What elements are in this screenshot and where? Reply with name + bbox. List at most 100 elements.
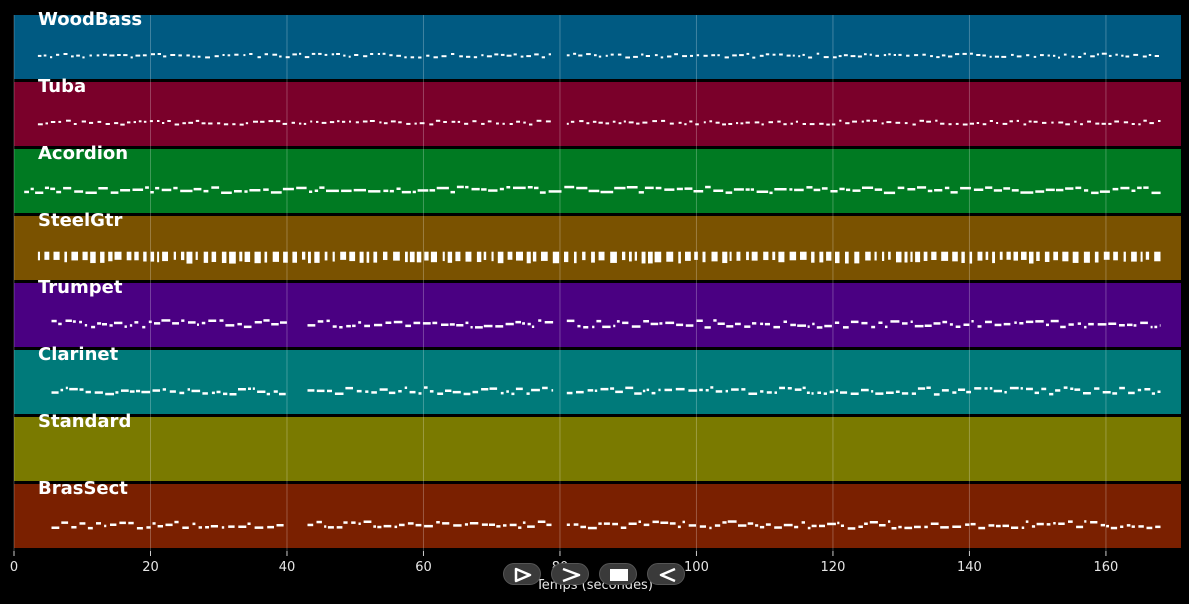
note xyxy=(839,119,842,122)
note xyxy=(794,188,804,192)
note xyxy=(317,320,324,323)
note xyxy=(267,525,274,529)
note xyxy=(275,120,281,123)
note xyxy=(985,251,989,260)
note xyxy=(417,189,429,192)
note xyxy=(768,121,773,124)
note xyxy=(465,251,472,262)
note xyxy=(248,387,251,390)
note xyxy=(296,186,307,190)
note xyxy=(531,325,535,328)
note xyxy=(268,120,274,123)
note xyxy=(506,186,511,189)
x-tick-label: 60 xyxy=(415,560,432,575)
note xyxy=(982,54,986,57)
note xyxy=(912,123,916,126)
note xyxy=(579,120,584,123)
note xyxy=(874,251,877,261)
forward-icon xyxy=(562,567,581,583)
note xyxy=(857,55,862,58)
note xyxy=(337,120,340,123)
note xyxy=(157,53,161,55)
note xyxy=(811,524,817,528)
note xyxy=(958,388,966,391)
note xyxy=(162,388,166,391)
note xyxy=(1088,322,1094,326)
note xyxy=(1035,190,1045,193)
note xyxy=(583,326,589,329)
note xyxy=(933,393,940,396)
note xyxy=(1126,524,1131,527)
note xyxy=(186,251,193,264)
note xyxy=(1128,391,1135,395)
note xyxy=(1023,123,1027,126)
note xyxy=(254,251,261,264)
note xyxy=(1146,526,1153,530)
note xyxy=(752,56,756,59)
note xyxy=(667,55,672,58)
note xyxy=(285,56,290,59)
note xyxy=(576,186,588,190)
note xyxy=(120,189,131,192)
note xyxy=(566,319,575,323)
track-band-trumpet xyxy=(14,283,1181,347)
note xyxy=(1050,319,1059,323)
note xyxy=(927,189,933,193)
note xyxy=(960,186,971,190)
note xyxy=(263,188,269,191)
note xyxy=(1084,325,1087,329)
note xyxy=(496,525,501,528)
note xyxy=(515,387,523,391)
note xyxy=(756,190,769,193)
note xyxy=(874,188,883,191)
play-button[interactable] xyxy=(503,563,541,585)
note xyxy=(612,120,616,123)
note xyxy=(703,121,706,124)
note xyxy=(476,251,482,263)
note xyxy=(105,123,110,125)
note xyxy=(496,122,499,125)
note xyxy=(827,522,836,526)
note xyxy=(536,119,542,122)
note xyxy=(1115,53,1118,56)
stop-button[interactable] xyxy=(599,563,637,585)
forward-button[interactable] xyxy=(551,563,589,585)
note xyxy=(162,251,168,262)
note xyxy=(839,187,845,191)
note xyxy=(801,521,805,524)
note xyxy=(993,389,1002,393)
note xyxy=(223,123,229,126)
note xyxy=(1053,522,1056,525)
note xyxy=(777,120,781,123)
note xyxy=(74,190,84,193)
note xyxy=(254,321,262,324)
note xyxy=(736,122,739,125)
note xyxy=(345,386,353,390)
note xyxy=(996,524,1001,528)
note xyxy=(625,386,634,390)
note xyxy=(481,188,487,191)
note xyxy=(573,523,579,526)
note xyxy=(678,121,682,124)
note xyxy=(1157,390,1161,393)
note xyxy=(1044,251,1050,262)
note xyxy=(362,120,368,123)
note xyxy=(1144,388,1151,391)
note xyxy=(1020,387,1023,390)
note xyxy=(616,320,620,323)
note xyxy=(861,120,864,123)
note xyxy=(652,120,657,123)
note xyxy=(952,391,957,394)
note xyxy=(728,123,733,125)
note xyxy=(414,122,417,125)
note xyxy=(846,188,851,192)
note xyxy=(610,53,614,56)
note xyxy=(481,122,485,125)
note xyxy=(436,186,449,190)
note xyxy=(1001,55,1007,58)
note xyxy=(989,120,993,122)
note xyxy=(1004,391,1007,394)
note xyxy=(819,524,825,528)
rewind-button[interactable] xyxy=(647,563,685,585)
note xyxy=(573,52,577,55)
